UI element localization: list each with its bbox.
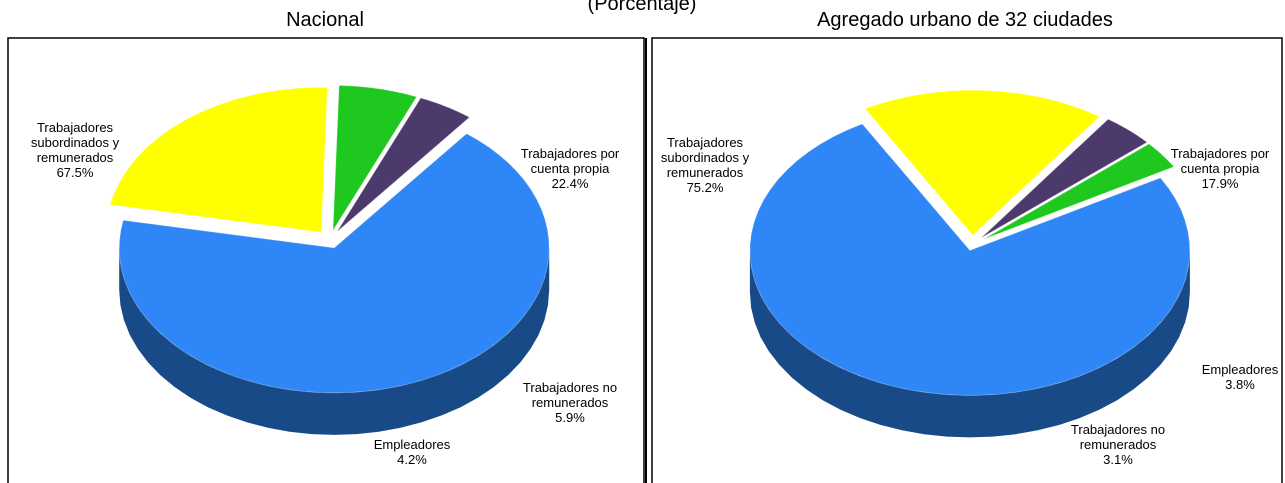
category-label: Empleadores — [373, 437, 451, 452]
data-label: Trabajadores no remunerados 5.9% — [508, 380, 633, 425]
slice-side — [119, 247, 550, 435]
slice — [336, 97, 471, 232]
category-label: Trabajadores subordinados y remunerados — [660, 135, 750, 180]
category-label: Empleadores — [1201, 362, 1279, 377]
value-label: 17.9% — [1201, 176, 1239, 191]
category-label: Trabajadores por cuenta propia — [520, 146, 620, 176]
data-label: Trabajadores subordinados y remunerados 7… — [650, 135, 760, 195]
value-label: 67.5% — [56, 165, 94, 180]
chart-title: Nacional — [286, 9, 364, 31]
category-label: Trabajadores por cuenta propia — [1170, 146, 1270, 176]
value-label: 75.2% — [686, 180, 724, 195]
panel-frame — [7, 37, 645, 483]
value-label: 3.1% — [1103, 452, 1133, 467]
value-label: 5.9% — [555, 410, 585, 425]
data-label: Trabajadores por cuenta propia 17.9% — [1158, 146, 1283, 191]
value-label: 3.8% — [1225, 377, 1255, 392]
data-label: Trabajadores por cuenta propia 22.4% — [508, 146, 633, 191]
slice — [109, 86, 328, 233]
category-label: Trabajadores no remunerados — [1070, 422, 1166, 452]
slice — [749, 123, 1191, 396]
slice — [118, 132, 550, 394]
panel-frame — [651, 37, 1283, 483]
slice-side — [749, 250, 1190, 438]
data-label: Empleadores 3.8% — [1185, 362, 1285, 392]
value-label: 22.4% — [551, 176, 589, 191]
category-label: Trabajadores no remunerados — [522, 380, 618, 410]
value-label: 4.2% — [397, 452, 427, 467]
data-label: Empleadores 4.2% — [357, 437, 467, 467]
slice — [983, 143, 1175, 240]
slice — [864, 89, 1101, 236]
chart-title: Agregado urbano de 32 ciudades — [817, 9, 1113, 31]
category-label: Trabajadores subordinados y remunerados — [30, 120, 120, 165]
data-label: Trabajadores subordinados y remunerados 6… — [13, 120, 138, 180]
slice — [332, 85, 418, 233]
subtitle: (Porcentaje) — [588, 0, 697, 15]
slice — [981, 118, 1148, 239]
data-label: Trabajadores no remunerados 3.1% — [1056, 422, 1181, 467]
